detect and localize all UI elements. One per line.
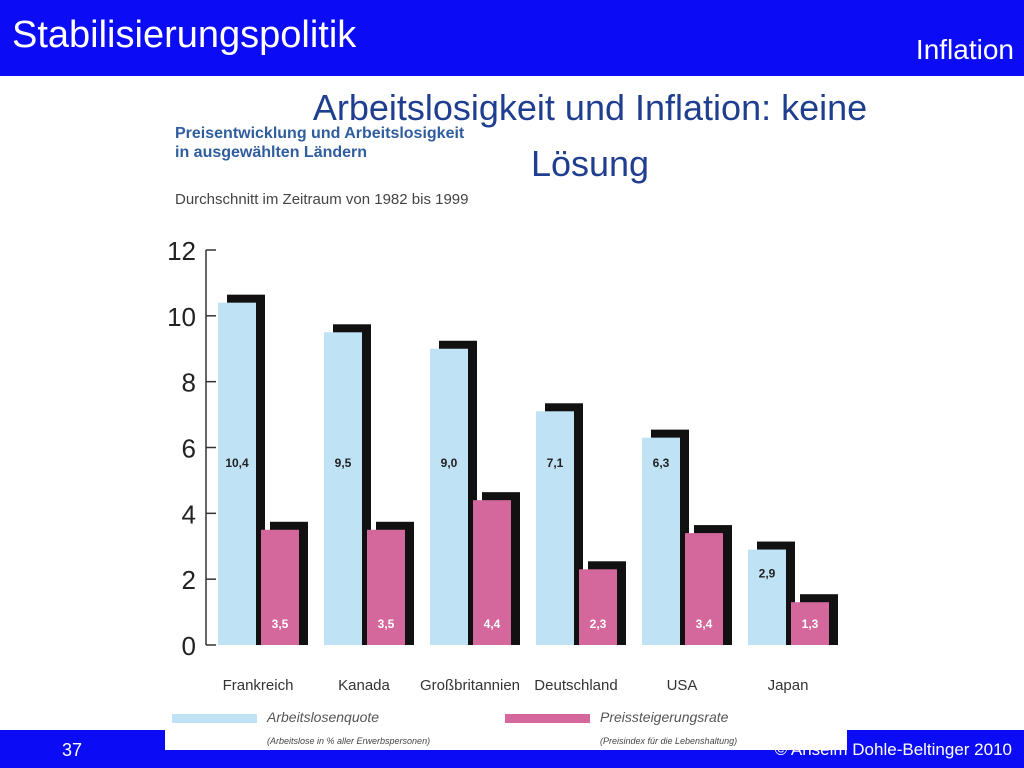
data-label-arbeitslosenquote: 10,4 <box>225 456 249 470</box>
legend-label: Preissteigerungsrate <box>600 709 729 725</box>
x-category-label: Kanada <box>338 677 390 694</box>
legend-swatch <box>505 714 590 723</box>
x-category-label: Frankreich <box>223 677 294 694</box>
y-tick-label: 2 <box>182 565 196 595</box>
data-label-preissteigerungsrate: 1,3 <box>802 617 819 631</box>
slide-heading-line-1: Arbeitslosigkeit und Inflation: keine <box>312 87 868 128</box>
data-label-arbeitslosenquote: 9,0 <box>441 456 458 470</box>
x-category-label: Deutschland <box>534 677 617 694</box>
bar-arbeitslosenquote <box>218 302 256 645</box>
chart-title-line-2: in ausgewählten Ländern <box>175 144 368 161</box>
section-title: Inflation <box>915 34 1014 65</box>
bar-preissteigerungsrate <box>791 602 829 645</box>
data-label-preissteigerungsrate: 3,4 <box>696 617 713 631</box>
legend-note: (Preisindex für die Lebenshaltung) <box>600 736 737 746</box>
x-category-label: USA <box>667 677 698 694</box>
page-number: 37 <box>62 740 83 760</box>
chart-subtitle: Durchschnitt im Zeitraum von 1982 bis 19… <box>175 191 469 208</box>
x-category-label: Großbritannien <box>420 677 520 694</box>
bar-preissteigerungsrate <box>685 533 723 645</box>
data-label-arbeitslosenquote: 2,9 <box>759 567 776 581</box>
y-tick-label: 4 <box>182 499 196 529</box>
legend-note: (Arbeitslose in % aller Erwerbspersonen) <box>267 736 430 746</box>
slide-heading: Arbeitslosigkeit und Inflation: keine Lö… <box>205 80 975 192</box>
chart-title: Preisentwicklung und Arbeitslosigkeit in… <box>175 124 464 162</box>
data-label-preissteigerungsrate: 3,5 <box>272 617 289 631</box>
bar-preissteigerungsrate <box>261 529 299 645</box>
bar-preissteigerungsrate <box>473 500 511 645</box>
bar-arbeitslosenquote <box>748 549 786 645</box>
legend-label: Arbeitslosenquote <box>266 709 379 725</box>
bar-arbeitslosenquote <box>324 332 362 645</box>
data-label-preissteigerungsrate: 3,5 <box>378 617 395 631</box>
y-tick-label: 10 <box>167 302 196 332</box>
bar-preissteigerungsrate <box>367 529 405 645</box>
data-label-preissteigerungsrate: 4,4 <box>484 617 501 631</box>
bar-preissteigerungsrate <box>579 569 617 645</box>
bar-arbeitslosenquote <box>430 348 468 645</box>
chart-title-line-1: Preisentwicklung und Arbeitslosigkeit <box>175 125 465 142</box>
data-label-arbeitslosenquote: 6,3 <box>653 456 670 470</box>
data-label-preissteigerungsrate: 2,3 <box>590 617 607 631</box>
x-category-label: Japan <box>768 677 809 694</box>
y-tick-label: 12 <box>167 236 196 266</box>
slide-heading-line-2: Lösung <box>530 143 650 184</box>
data-label-arbeitslosenquote: 7,1 <box>547 456 564 470</box>
header-bar <box>0 0 1024 76</box>
bar-arbeitslosenquote <box>536 411 574 645</box>
presentation-title: Stabilisierungspolitik <box>12 14 357 56</box>
y-tick-label: 8 <box>182 368 196 398</box>
legend-swatch <box>172 714 257 723</box>
y-tick-label: 6 <box>182 434 196 464</box>
data-label-arbeitslosenquote: 9,5 <box>335 456 352 470</box>
y-tick-label: 0 <box>182 631 196 661</box>
bar-arbeitslosenquote <box>642 437 680 645</box>
